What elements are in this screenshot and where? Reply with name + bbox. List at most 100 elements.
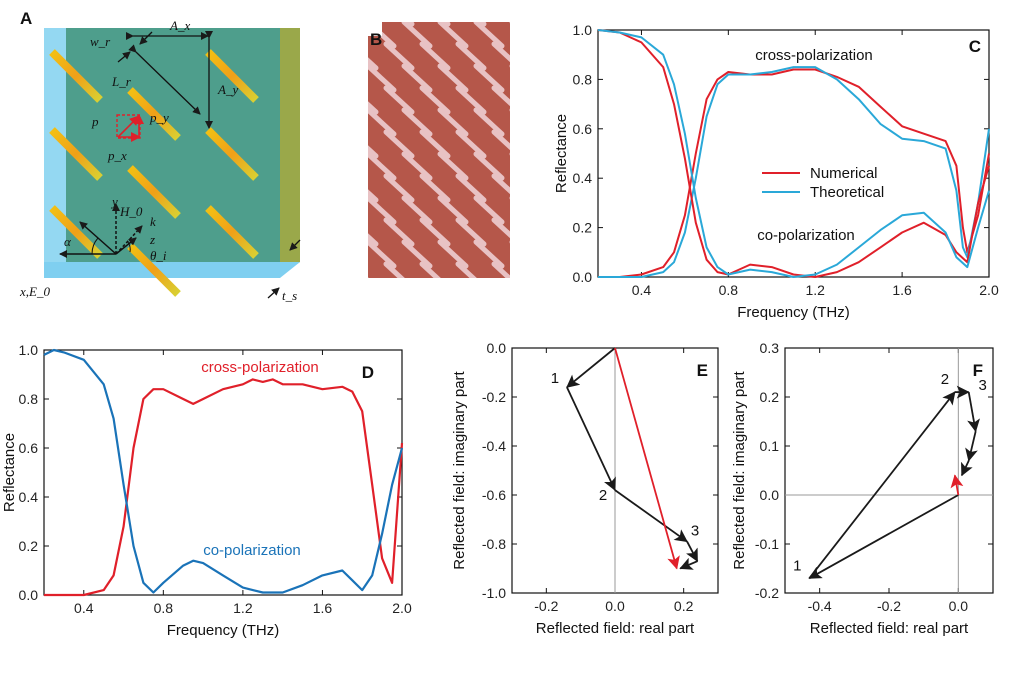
x-tick-label: -0.2	[877, 598, 901, 614]
panel-f-chart: -0.4 -0.2 0.0 -0.2 -0.1 0.0 0.1 0.2 0.3 Reflected…	[731, 340, 994, 637]
micrograph-rod	[370, 22, 379, 27]
x-tick-label: 1.2	[805, 282, 825, 298]
y-tick-label: 0.8	[573, 71, 593, 87]
micrograph-rod	[455, 173, 487, 203]
micrograph-rod	[368, 145, 379, 159]
x-tick-label: 0.2	[674, 598, 694, 614]
micrograph-rod	[383, 129, 415, 159]
micrograph-rod	[455, 41, 487, 71]
micrograph-rod	[491, 85, 510, 107]
y-axis-label: Reflected field: imaginary part	[731, 370, 748, 569]
panel-letter: F	[973, 361, 983, 380]
micrograph-rod	[494, 0, 520, 24]
x-tick-label: 2.0	[979, 282, 999, 298]
series-line	[598, 66, 990, 278]
micrograph-rod	[455, 217, 487, 247]
y-tick-label: 0.6	[19, 440, 39, 456]
plot-frame	[43, 349, 403, 596]
resonator-rod	[49, 127, 103, 181]
series-line	[598, 68, 990, 278]
micrograph-resonators	[314, 0, 592, 332]
resonator-rod	[49, 205, 103, 259]
annotation-cross: cross-polarization	[755, 47, 873, 64]
symbol-label: k	[150, 214, 156, 229]
micrograph-rod	[437, 239, 469, 269]
y-tick-label: -0.2	[482, 389, 506, 405]
micrograph-rod	[437, 22, 469, 49]
micrograph-rod	[314, 88, 340, 112]
symbol-label: A_y	[217, 82, 238, 97]
micrograph-rod	[332, 154, 358, 178]
micrograph-rod	[383, 85, 415, 115]
micrograph-rod	[509, 196, 510, 200]
micrograph-rod	[401, 195, 433, 225]
phasor-arrow	[965, 431, 978, 462]
symbol-label: α	[64, 234, 72, 249]
micrograph-rod	[548, 242, 574, 266]
micrograph-rod	[494, 308, 520, 332]
y-tick-label: 0.2	[573, 220, 593, 236]
point-label: 1	[793, 557, 801, 574]
resultant-arrow	[614, 347, 680, 570]
micrograph-rod	[491, 129, 510, 151]
micrograph-rod	[314, 0, 340, 24]
legend-label: Numerical	[810, 165, 878, 182]
micrograph-rod	[530, 220, 556, 244]
resonator-rod	[127, 165, 181, 219]
phasor-arrow	[566, 347, 616, 388]
annotation-co: co-polarization	[203, 542, 301, 559]
y-tick-label: 0.0	[19, 587, 39, 603]
y-axis-label: Reflectance	[1, 433, 18, 512]
panel-c-chart: 0.4 0.8 1.2 1.6 2.0 0.0 0.2 0.4 0.6 0.8 1.0 Frequen…	[553, 22, 999, 321]
x-tick-label: 0.4	[74, 600, 94, 616]
micrograph-rod	[455, 129, 487, 159]
phasor-arrow	[614, 489, 688, 543]
y-tick-label: 0.0	[487, 340, 507, 356]
micrograph-rod	[332, 110, 358, 134]
micrograph-rod	[401, 63, 433, 93]
micrograph-rod	[401, 107, 433, 137]
x-tick-label: 1.2	[233, 600, 253, 616]
plot-frame	[784, 347, 994, 594]
x-tick-label: 1.6	[892, 282, 912, 298]
micrograph-rod	[491, 41, 510, 63]
micrograph-rod	[368, 286, 394, 310]
micrograph-rod	[368, 57, 379, 71]
micrograph-rod	[473, 239, 505, 269]
micrograph-rod	[473, 22, 505, 49]
y-tick-label: 0.4	[19, 489, 39, 505]
symbol-label: A_x	[169, 18, 190, 33]
x-tick-label: 0.0	[605, 598, 625, 614]
micrograph-rod	[566, 88, 592, 112]
phasor-arrow	[967, 391, 980, 433]
micrograph-rod	[566, 44, 592, 68]
symbol-label: θ_i	[150, 248, 167, 263]
y-tick-label: -1.0	[482, 585, 506, 601]
y-tick-label: -0.1	[755, 536, 779, 552]
micrograph-rod	[437, 151, 469, 181]
series-line	[597, 29, 990, 278]
micrograph-rod	[419, 217, 451, 247]
x-tick-label: 1.6	[313, 600, 333, 616]
y-tick-label: -0.2	[755, 585, 779, 601]
micrograph-rod	[401, 239, 433, 269]
micrograph-rod	[458, 308, 484, 332]
y-tick-label: 1.0	[573, 22, 593, 38]
coordinate-axes	[59, 203, 301, 299]
x-tick-label: -0.4	[808, 598, 832, 614]
micrograph-rod	[350, 308, 376, 332]
micrograph-rod	[419, 173, 451, 203]
phasor-arrow	[679, 557, 698, 570]
point-label: 1	[551, 370, 559, 387]
substrate-bottom	[44, 262, 300, 278]
micrograph-rod	[368, 63, 397, 93]
annotation-cross: cross-polarization	[201, 359, 319, 376]
series-line	[44, 378, 404, 597]
micrograph-rod	[473, 107, 505, 137]
micrograph-rod	[401, 151, 433, 181]
micrograph-rod	[509, 64, 510, 68]
x-tick-label: 0.0	[949, 598, 969, 614]
y-tick-label: 0.8	[19, 391, 39, 407]
micrograph-rod	[332, 22, 358, 46]
